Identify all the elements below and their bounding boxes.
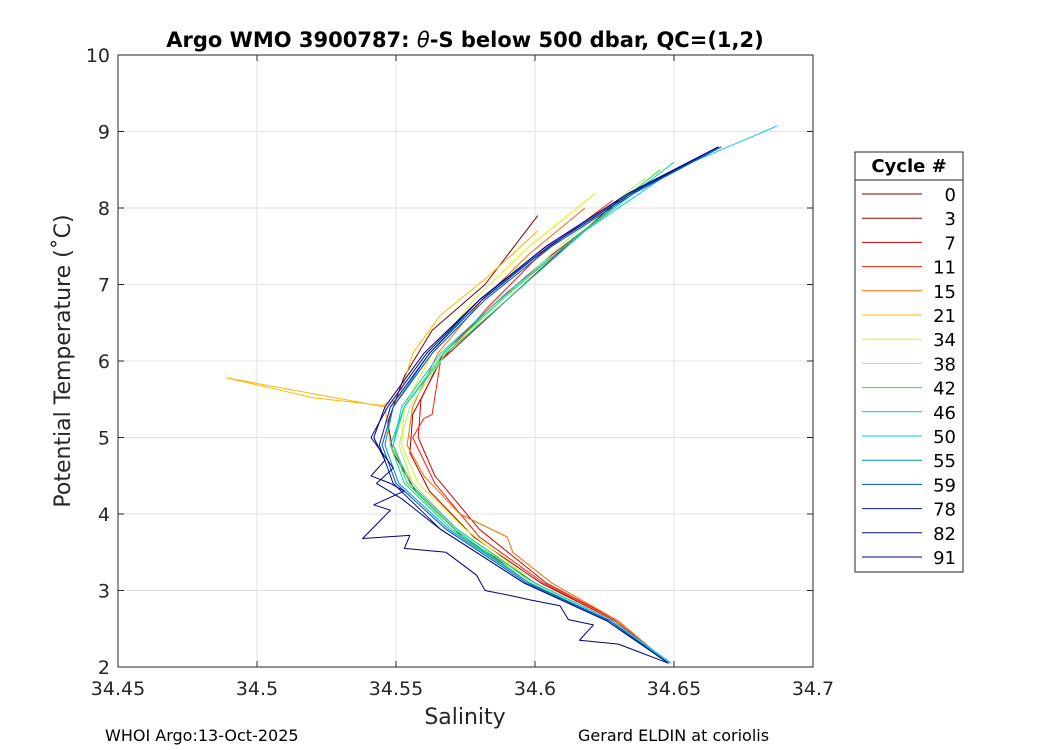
y-tick-label: 8 [98, 198, 110, 220]
legend-label-cycle-38: 38 [933, 354, 956, 375]
y-tick-label: 2 [98, 657, 110, 679]
legend-label-cycle-3: 3 [945, 209, 956, 230]
footer-left: WHOI Argo:13-Oct-2025 [105, 726, 299, 745]
x-tick-label: 34.7 [792, 678, 834, 700]
series-line-cycle-50 [392, 125, 778, 664]
legend-label-cycle-78: 78 [933, 500, 956, 521]
legend-label-cycle-34: 34 [933, 330, 956, 351]
series-line-cycle-91 [362, 146, 719, 664]
y-tick-label: 7 [98, 275, 110, 297]
legend-label-cycle-59: 59 [933, 475, 956, 496]
y-tick-label: 3 [98, 581, 110, 603]
footer-right: Gerard ELDIN at coriolis [578, 726, 770, 745]
x-tick-label: 34.6 [514, 678, 556, 700]
x-tick-label: 34.55 [369, 678, 423, 700]
legend-label-cycle-7: 7 [945, 233, 956, 254]
series-line-cycle-7 [417, 207, 669, 664]
legend-box [854, 151, 964, 573]
legend-label-cycle-91: 91 [933, 548, 956, 569]
legend-label-cycle-82: 82 [933, 524, 956, 545]
legend-label-cycle-15: 15 [933, 282, 956, 303]
x-tick-label: 34.5 [236, 678, 278, 700]
legend-label-cycle-42: 42 [933, 379, 956, 400]
y-tick-label: 10 [86, 45, 110, 67]
legend-label-cycle-50: 50 [933, 427, 956, 448]
x-tick-label: 34.65 [647, 678, 701, 700]
legend-title: Cycle # [871, 156, 946, 177]
series-lines [225, 125, 778, 664]
series-line-cycle-59 [381, 146, 722, 664]
y-tick-label: 9 [98, 122, 110, 144]
chart-title: Argo WMO 3900787: θ-S below 500 dbar, QC… [166, 28, 763, 52]
legend: Cycle # 0 3 7 11 15 21 34 38 42 46 50 55 59 78 82 91 [854, 151, 964, 573]
y-tick-label: 6 [98, 351, 110, 373]
x-axis-label: Salinity [424, 705, 505, 730]
x-axis: 34.45 34.5 34.55 34.6 34.65 34.7 [91, 55, 834, 700]
y-tick-label: 4 [98, 504, 110, 526]
y-axis-label: Potential Temperature (˚C) [51, 214, 76, 507]
y-axis: 2 3 4 5 6 7 8 9 10 [86, 45, 813, 679]
y-tick-label: 5 [98, 428, 110, 450]
legend-label-cycle-11: 11 [933, 258, 956, 279]
legend-label-cycle-0: 0 [945, 185, 956, 206]
x-tick-label: 34.45 [91, 678, 145, 700]
title-theta: θ [417, 28, 430, 52]
series-line-cycle-11 [412, 199, 669, 664]
legend-items: 0 3 7 11 15 21 34 38 42 46 50 55 59 78 82 91 [862, 185, 956, 569]
legend-label-cycle-55: 55 [933, 451, 956, 472]
legend-label-cycle-21: 21 [933, 306, 956, 327]
legend-label-cycle-46: 46 [933, 403, 956, 424]
